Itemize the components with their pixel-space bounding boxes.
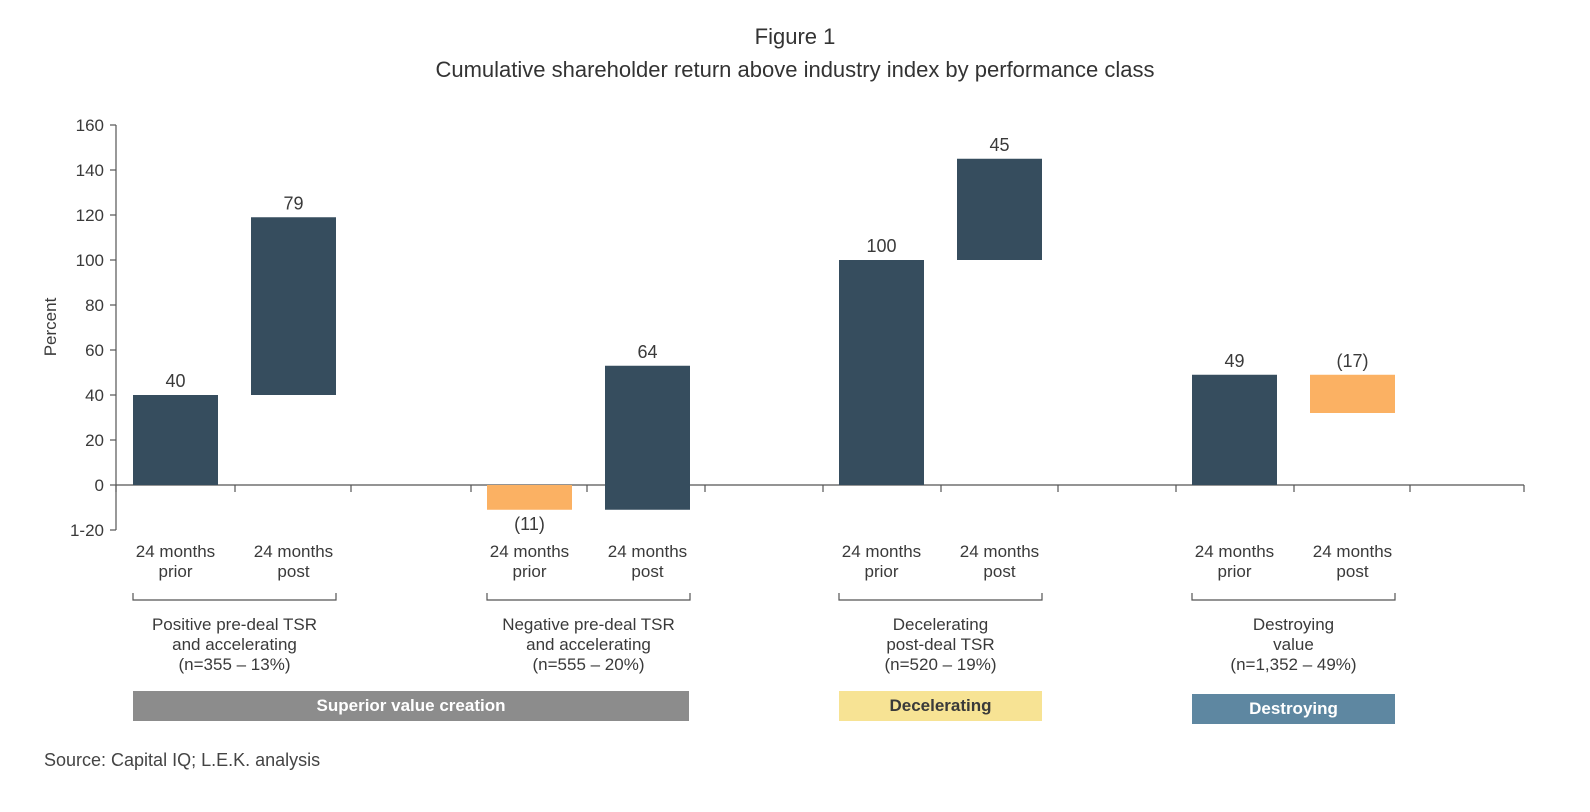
group-label: Decelerating: [893, 615, 988, 634]
group-label: (n=520 – 19%): [885, 655, 997, 674]
category-label: 24 months: [960, 542, 1039, 561]
data-label: 64: [637, 342, 657, 362]
category-label: post: [1336, 562, 1368, 581]
data-label: 49: [1224, 351, 1244, 371]
y-tick-label: 60: [85, 341, 104, 360]
bar: [1192, 374, 1277, 485]
y-tick-label: 0: [95, 476, 104, 495]
figure-label: Figure 1: [754, 24, 836, 49]
data-label: (11): [514, 514, 545, 534]
y-tick-label: 20: [85, 431, 104, 450]
category-label: 24 months: [1313, 542, 1392, 561]
category-label: prior: [1217, 562, 1251, 581]
y-tick-label: 160: [76, 116, 104, 135]
bar: [1310, 374, 1395, 413]
group-label: post-deal TSR: [886, 635, 994, 654]
class-destroying: Destroying: [1192, 694, 1395, 724]
data-label: (17): [1336, 351, 1368, 371]
bar: [251, 217, 336, 395]
category-label: 24 months: [136, 542, 215, 561]
data-label: 100: [866, 236, 896, 256]
y-axis-label: Percent: [41, 297, 60, 356]
bar: [487, 485, 572, 510]
class-superior-value-creation: Superior value creation: [133, 691, 689, 721]
group-bracket: [1191, 593, 1396, 601]
group-label: Destroying: [1253, 615, 1334, 634]
data-label: 45: [989, 135, 1009, 155]
y-tick-label: 80: [85, 296, 104, 315]
group-label: (n=355 – 13%): [179, 655, 291, 674]
group-label: (n=1,352 – 49%): [1230, 655, 1356, 674]
y-tick-label: 100: [76, 251, 104, 270]
category-label: post: [983, 562, 1015, 581]
bar: [957, 158, 1042, 260]
group-label: Positive pre-deal TSR: [152, 615, 317, 634]
category-label: prior: [512, 562, 546, 581]
y-tick-label: 120: [76, 206, 104, 225]
chart-title: Cumulative shareholder return above indu…: [435, 57, 1155, 82]
category-label: 24 months: [608, 542, 687, 561]
group-label: (n=555 – 20%): [533, 655, 645, 674]
group-bracket: [486, 593, 691, 601]
category-label: 24 months: [1195, 542, 1274, 561]
data-label: 40: [165, 371, 185, 391]
category-label: post: [277, 562, 309, 581]
category-label: post: [631, 562, 663, 581]
bar: [839, 260, 924, 485]
y-tick-label: 40: [85, 386, 104, 405]
group-bracket: [132, 593, 337, 601]
category-label: prior: [158, 562, 192, 581]
class-decelerating: Decelerating: [839, 691, 1042, 721]
bar: [133, 395, 218, 485]
group-label: value: [1273, 635, 1314, 654]
bar: [605, 365, 690, 510]
category-label: 24 months: [254, 542, 333, 561]
y-tick-label: 140: [76, 161, 104, 180]
group-bracket: [838, 593, 1043, 601]
group-label: and accelerating: [172, 635, 297, 654]
y-tick-label: 1-20: [70, 521, 104, 540]
category-label: prior: [864, 562, 898, 581]
data-label: 79: [283, 193, 303, 213]
category-label: 24 months: [842, 542, 921, 561]
group-label: and accelerating: [526, 635, 651, 654]
source-note: Source: Capital IQ; L.E.K. analysis: [44, 750, 321, 770]
category-label: 24 months: [490, 542, 569, 561]
group-label: Negative pre-deal TSR: [502, 615, 675, 634]
